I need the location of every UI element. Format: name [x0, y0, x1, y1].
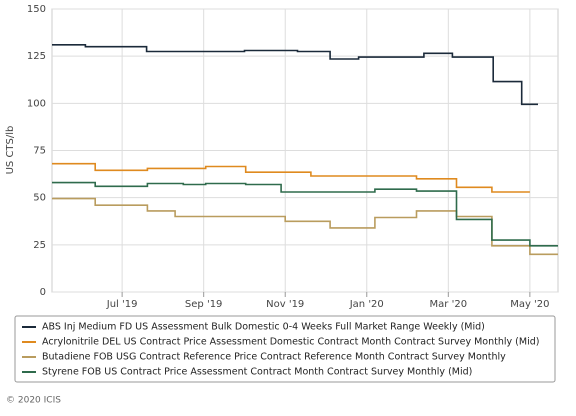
x-tick-label: Nov '19: [266, 299, 304, 310]
legend-label: ABS Inj Medium FD US Assessment Bulk Dom…: [42, 322, 485, 333]
legend-label: Butadiene FOB USG Contract Reference Pri…: [42, 352, 506, 363]
x-tick-label: Jul '19: [106, 299, 138, 310]
y-tick-label: 25: [33, 240, 46, 251]
x-tick-label: May '20: [510, 299, 549, 310]
y-tick-label: 75: [33, 146, 46, 157]
y-tick-label: 100: [27, 98, 46, 109]
legend-box: [14, 315, 556, 383]
x-tick-label: Mar '20: [430, 299, 468, 310]
series-line: [52, 44, 538, 106]
legend-label: Styrene FOB US Contract Price Assessment…: [42, 367, 472, 378]
footer: © 2020 ICIS: [6, 396, 61, 406]
y-tick-label: 0: [40, 287, 46, 298]
series-line: [52, 162, 530, 193]
series-line: [52, 181, 558, 247]
y-axis-label: US CTS/lb: [5, 126, 16, 175]
y-tick-label: 125: [27, 51, 46, 62]
y-tick-label: 50: [33, 193, 46, 204]
legend-label: Acrylonitrile DEL US Contract Price Asse…: [42, 337, 539, 348]
y-tick-label: 150: [27, 4, 46, 15]
x-tick-label: Jan '20: [349, 299, 384, 310]
x-tick-label: Sep '19: [185, 299, 223, 310]
